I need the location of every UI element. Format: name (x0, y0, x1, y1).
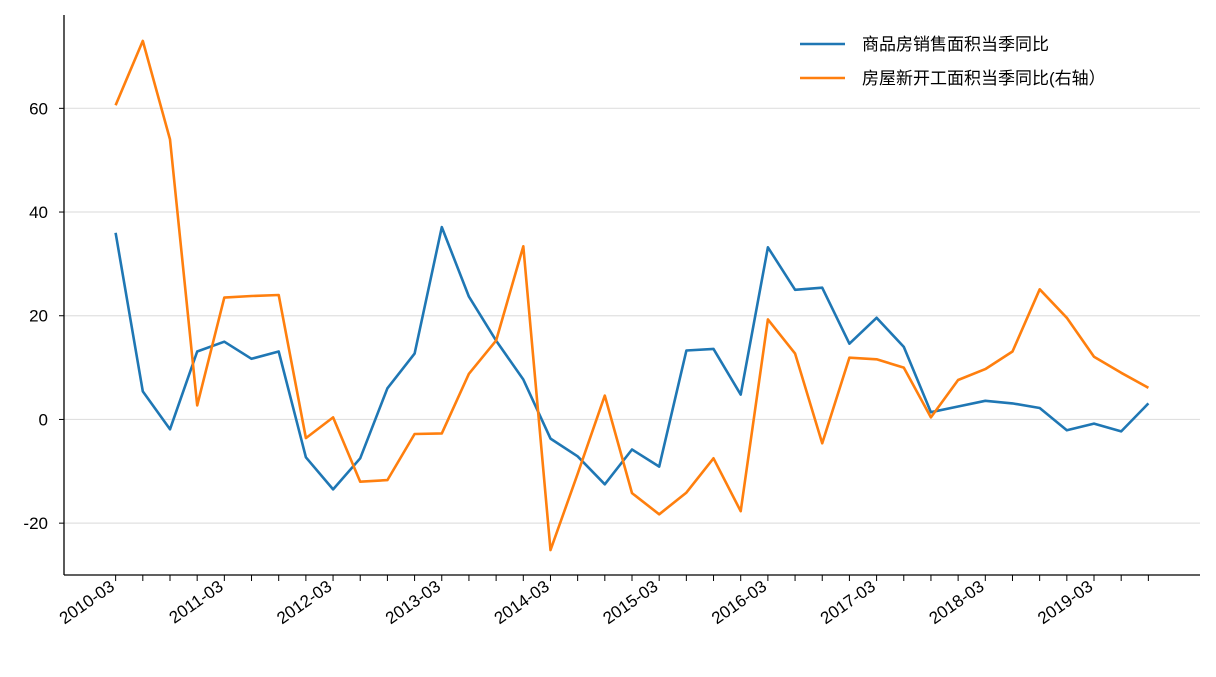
x-tick-label: 2014-03 (491, 577, 553, 628)
x-tick-label: 2011-03 (166, 577, 227, 628)
y-tick-label: -20 (23, 514, 48, 533)
x-tick-label: 2019-03 (1034, 577, 1096, 628)
x-tick-label: 2010-03 (56, 577, 118, 628)
x-tick-label: 2017-03 (817, 577, 879, 628)
x-tick-label: 2012-03 (273, 577, 335, 628)
series-line (114, 39, 1150, 552)
legend-label: 商品房销售面积当季同比 (862, 35, 1049, 54)
legend-label: 房屋新开工面积当季同比(右轴） (862, 69, 1106, 88)
series-line (114, 225, 1150, 491)
y-tick-label: 60 (29, 99, 48, 118)
x-tick-label: 2016-03 (708, 577, 770, 628)
y-tick-label: 20 (29, 307, 48, 326)
x-tick-label: 2013-03 (382, 577, 444, 628)
x-tick-label: 2015-03 (599, 577, 661, 628)
x-tick-label: 2018-03 (926, 577, 988, 628)
y-tick-label: 40 (29, 203, 48, 222)
y-tick-label: 0 (39, 410, 48, 429)
